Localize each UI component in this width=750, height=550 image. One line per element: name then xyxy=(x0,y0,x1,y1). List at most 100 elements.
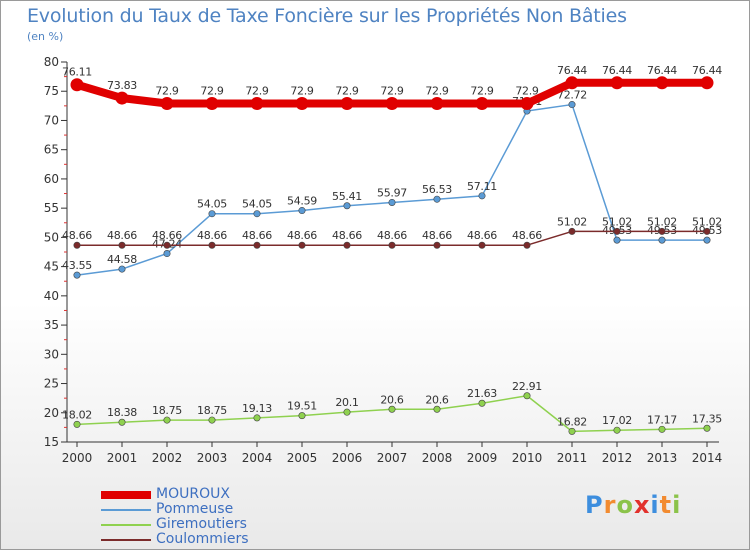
data-label-coulommiers: 48.66 xyxy=(512,229,542,242)
data-label-mouroux: 72.9 xyxy=(470,85,494,98)
data-point-coulommiers xyxy=(703,227,711,235)
data-label-coulommiers: 51.02 xyxy=(647,215,677,228)
data-point-giremoutiers xyxy=(433,405,441,413)
data-point-coulommiers xyxy=(433,241,441,249)
chart-title: Evolution du Taux de Taxe Foncière sur l… xyxy=(27,5,627,27)
data-point-mouroux xyxy=(160,97,174,111)
data-point-giremoutiers xyxy=(478,399,486,407)
y-tick-label: 45 xyxy=(44,260,59,274)
data-point-mouroux xyxy=(700,76,714,90)
data-point-mouroux xyxy=(430,97,444,111)
data-label-coulommiers: 51.02 xyxy=(557,215,587,228)
x-tick-label: 2010 xyxy=(512,451,543,465)
data-point-coulommiers xyxy=(298,241,306,249)
x-tick-label: 2000 xyxy=(62,451,93,465)
data-label-mouroux: 72.9 xyxy=(290,85,314,98)
data-point-pommeuse xyxy=(478,192,486,200)
data-point-giremoutiers xyxy=(613,426,621,434)
data-label-giremoutiers: 17.17 xyxy=(647,413,677,426)
data-label-mouroux: 73.83 xyxy=(107,79,137,92)
x-tick-label: 2011 xyxy=(557,451,588,465)
data-point-giremoutiers xyxy=(73,420,81,428)
legend-item-giremoutiers: Giremoutiers xyxy=(101,517,249,532)
data-label-mouroux: 72.9 xyxy=(380,85,404,98)
y-tick-label: 60 xyxy=(44,172,59,186)
legend-item-coulommiers: Coulommiers xyxy=(101,532,249,547)
data-label-giremoutiers: 18.75 xyxy=(197,404,227,417)
data-point-giremoutiers xyxy=(568,427,576,435)
data-point-coulommiers xyxy=(163,241,171,249)
data-point-coulommiers xyxy=(523,241,531,249)
data-point-mouroux xyxy=(565,76,579,90)
data-point-coulommiers xyxy=(343,241,351,249)
data-point-pommeuse xyxy=(568,101,576,109)
data-point-pommeuse xyxy=(298,207,306,215)
data-point-mouroux xyxy=(520,97,534,111)
data-point-pommeuse xyxy=(163,250,171,258)
legend-label-coulommiers: Coulommiers xyxy=(156,531,249,547)
data-point-mouroux xyxy=(610,76,624,90)
data-point-giremoutiers xyxy=(163,416,171,424)
data-label-coulommiers: 48.66 xyxy=(152,229,182,242)
y-unit-label: (en %) xyxy=(27,30,64,43)
data-point-coulommiers xyxy=(568,227,576,235)
data-point-giremoutiers xyxy=(253,414,261,422)
data-point-coulommiers xyxy=(388,241,396,249)
data-label-giremoutiers: 18.75 xyxy=(152,404,182,417)
data-point-giremoutiers xyxy=(523,392,531,400)
data-label-coulommiers: 48.66 xyxy=(332,229,362,242)
logo-letter: r xyxy=(603,491,617,519)
y-tick-label: 40 xyxy=(44,289,59,303)
data-label-pommeuse: 57.11 xyxy=(467,180,497,193)
legend-swatch-pommeuse xyxy=(101,508,151,511)
data-point-pommeuse xyxy=(703,236,711,244)
x-tick-label: 2004 xyxy=(242,451,273,465)
data-point-giremoutiers xyxy=(208,416,216,424)
data-point-coulommiers xyxy=(658,227,666,235)
data-point-coulommiers xyxy=(253,241,261,249)
data-label-coulommiers: 48.66 xyxy=(377,229,407,242)
data-label-giremoutiers: 19.51 xyxy=(287,400,317,413)
logo-letter: o xyxy=(616,491,634,519)
data-point-giremoutiers xyxy=(298,412,306,420)
y-tick-label: 15 xyxy=(44,435,59,449)
data-label-coulommiers: 48.66 xyxy=(422,229,452,242)
legend-item-mouroux: MOUROUX xyxy=(101,487,249,502)
data-point-coulommiers xyxy=(208,241,216,249)
x-tick-label: 2006 xyxy=(332,451,363,465)
data-label-coulommiers: 51.02 xyxy=(692,215,722,228)
data-label-pommeuse: 54.05 xyxy=(197,198,227,211)
data-label-pommeuse: 55.97 xyxy=(377,186,407,199)
data-point-pommeuse xyxy=(613,236,621,244)
y-tick-label: 55 xyxy=(44,201,59,215)
data-label-mouroux: 72.9 xyxy=(515,85,539,98)
data-point-coulommiers xyxy=(478,241,486,249)
logo-letter: i xyxy=(650,491,660,519)
data-label-pommeuse: 56.53 xyxy=(422,183,452,196)
legend-label-giremoutiers: Giremoutiers xyxy=(156,516,247,532)
y-tick-label: 75 xyxy=(44,84,59,98)
legend-label-pommeuse: Pommeuse xyxy=(156,501,234,517)
x-tick-label: 2012 xyxy=(602,451,633,465)
legend: MOUROUX Pommeuse Giremoutiers Coulommiers xyxy=(101,487,249,547)
data-label-pommeuse: 44.58 xyxy=(107,253,137,266)
data-label-giremoutiers: 21.63 xyxy=(467,387,497,400)
x-tick-label: 2003 xyxy=(197,451,228,465)
data-point-pommeuse xyxy=(343,202,351,210)
data-point-giremoutiers xyxy=(703,424,711,432)
data-label-mouroux: 76.44 xyxy=(692,64,722,77)
data-point-giremoutiers xyxy=(658,425,666,433)
logo-letter: P xyxy=(585,491,604,519)
legend-swatch-mouroux xyxy=(101,490,151,499)
data-label-giremoutiers: 16.82 xyxy=(557,415,587,428)
data-point-giremoutiers xyxy=(388,405,396,413)
y-tick-label: 30 xyxy=(44,347,59,361)
data-label-mouroux: 72.9 xyxy=(245,85,269,98)
x-tick-label: 2005 xyxy=(287,451,318,465)
data-label-giremoutiers: 18.38 xyxy=(107,406,137,419)
data-label-coulommiers: 48.66 xyxy=(62,229,92,242)
data-point-pommeuse xyxy=(658,236,666,244)
data-point-mouroux xyxy=(205,97,219,111)
